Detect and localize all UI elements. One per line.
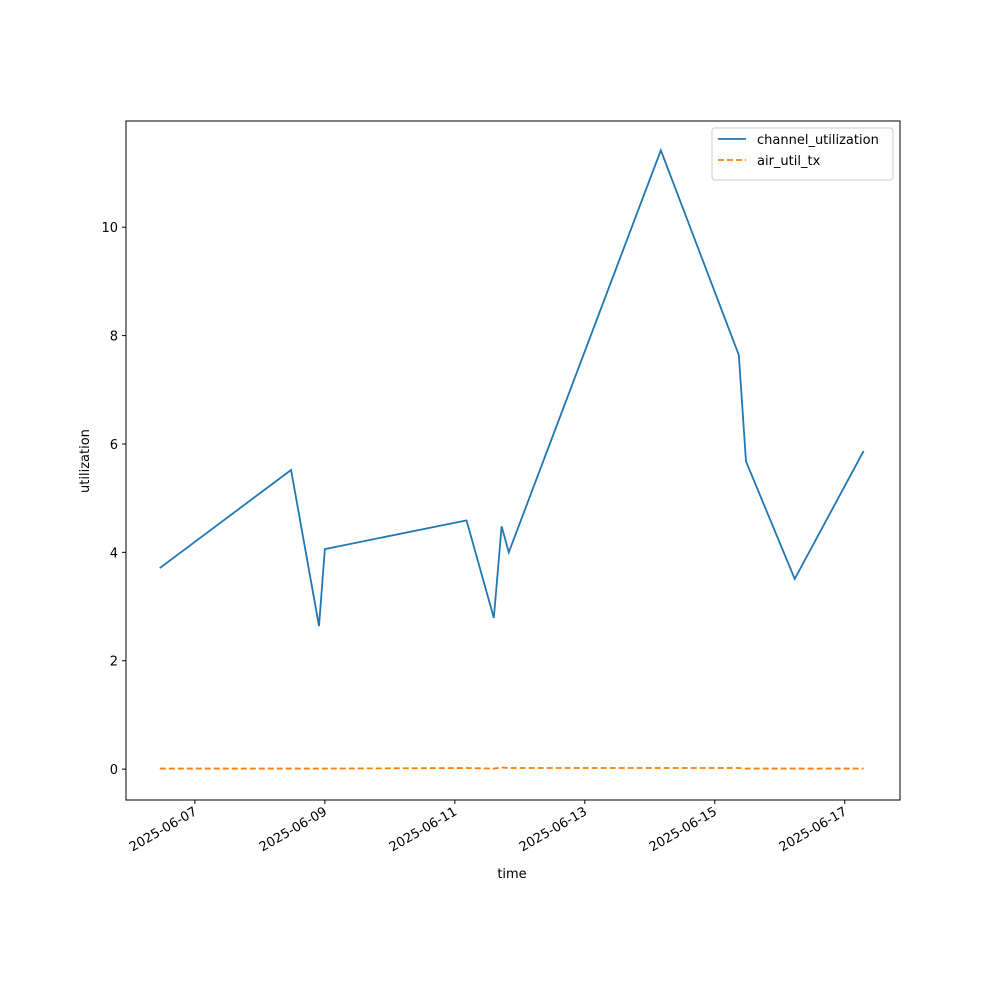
legend-label: air_util_tx xyxy=(757,154,821,169)
legend-box xyxy=(711,127,894,181)
y-tick-label: 0 xyxy=(110,763,118,778)
series-line xyxy=(159,147,865,627)
x-axis-label: time xyxy=(497,867,526,882)
series-line xyxy=(159,766,864,770)
plot-frame xyxy=(125,120,901,801)
y-axis-label: utilization xyxy=(78,429,93,493)
y-tick-label: 8 xyxy=(110,330,118,345)
y-tick-label: 10 xyxy=(101,221,118,236)
legend-label: channel_utilization xyxy=(757,133,879,148)
y-tick-label: 2 xyxy=(110,655,118,670)
y-tick-label: 6 xyxy=(110,438,118,453)
y-tick-label: 4 xyxy=(110,546,118,561)
